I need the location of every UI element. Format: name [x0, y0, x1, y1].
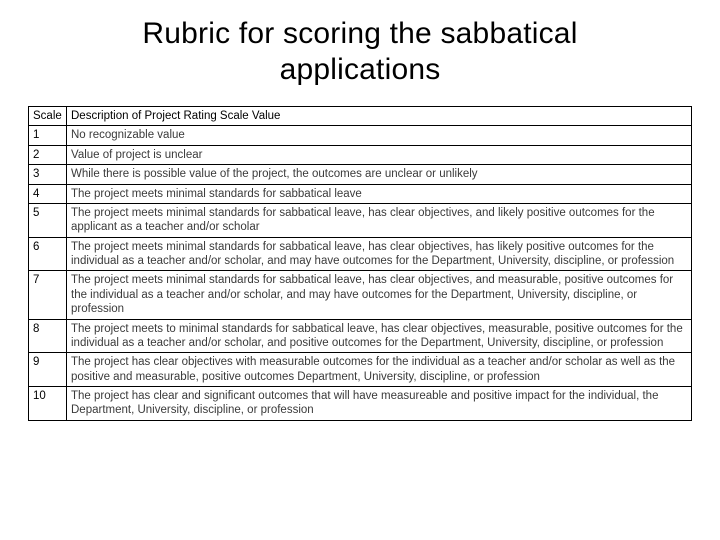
cell-desc: Value of project is unclear — [67, 145, 692, 164]
table-row: 2 Value of project is unclear — [29, 145, 692, 164]
cell-desc: The project meets to minimal standards f… — [67, 319, 692, 353]
cell-scale: 6 — [29, 237, 67, 271]
cell-scale: 7 — [29, 271, 67, 319]
cell-scale: 2 — [29, 145, 67, 164]
table-header-row: Scale Description of Project Rating Scal… — [29, 107, 692, 126]
table-row: 10 The project has clear and significant… — [29, 387, 692, 421]
rubric-table: Scale Description of Project Rating Scal… — [28, 106, 692, 421]
cell-scale: 5 — [29, 203, 67, 237]
table-row: 5 The project meets minimal standards fo… — [29, 203, 692, 237]
cell-desc: The project meets minimal standards for … — [67, 271, 692, 319]
cell-scale: 1 — [29, 126, 67, 145]
cell-desc: The project has clear objectives with me… — [67, 353, 692, 387]
col-header-scale: Scale — [29, 107, 67, 126]
cell-desc: While there is possible value of the pro… — [67, 165, 692, 184]
cell-scale: 10 — [29, 387, 67, 421]
slide: Rubric for scoring the sabbatical applic… — [0, 0, 720, 540]
cell-scale: 4 — [29, 184, 67, 203]
cell-desc: The project has clear and significant ou… — [67, 387, 692, 421]
cell-desc: No recognizable value — [67, 126, 692, 145]
col-header-desc: Description of Project Rating Scale Valu… — [67, 107, 692, 126]
cell-scale: 8 — [29, 319, 67, 353]
cell-desc: The project meets minimal standards for … — [67, 237, 692, 271]
cell-scale: 9 — [29, 353, 67, 387]
cell-scale: 3 — [29, 165, 67, 184]
table-row: 8 The project meets to minimal standards… — [29, 319, 692, 353]
table-row: 7 The project meets minimal standards fo… — [29, 271, 692, 319]
cell-desc: The project meets minimal standards for … — [67, 184, 692, 203]
page-title: Rubric for scoring the sabbatical applic… — [88, 16, 632, 88]
table-row: 3 While there is possible value of the p… — [29, 165, 692, 184]
cell-desc: The project meets minimal standards for … — [67, 203, 692, 237]
table-row: 9 The project has clear objectives with … — [29, 353, 692, 387]
table-row: 1 No recognizable value — [29, 126, 692, 145]
table-row: 6 The project meets minimal standards fo… — [29, 237, 692, 271]
table-row: 4 The project meets minimal standards fo… — [29, 184, 692, 203]
